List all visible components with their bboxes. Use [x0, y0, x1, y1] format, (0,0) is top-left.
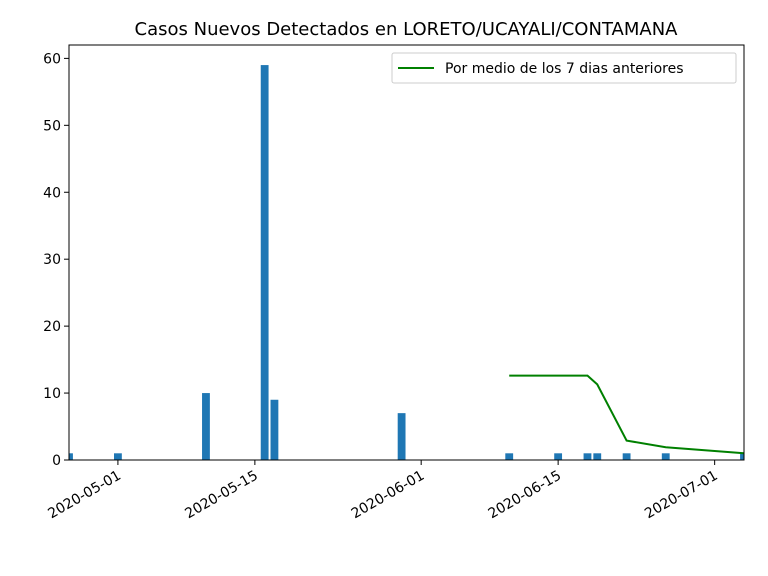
legend: Por medio de los 7 dias anteriores — [391, 52, 737, 84]
legend-box — [391, 52, 737, 84]
y-tick-label: 30 — [43, 252, 61, 268]
chart-title: Casos Nuevos Detectados en LORETO/UCAYAL… — [135, 19, 679, 40]
x-tick-label: 2020-07-01 — [642, 468, 720, 523]
bar — [397, 413, 406, 460]
x-tick-label: 2020-06-01 — [349, 468, 427, 523]
x-tick-label: 2020-05-15 — [182, 468, 260, 523]
line-layer — [509, 374, 745, 455]
y-tick-label: 40 — [43, 185, 61, 201]
bar — [114, 453, 122, 460]
y-tick-label: 10 — [43, 386, 61, 402]
bars-layer — [69, 65, 744, 461]
y-tick-label: 50 — [43, 118, 61, 134]
y-axis: 0 10 20 30 40 50 60 — [43, 51, 69, 469]
bar — [740, 453, 744, 460]
bar — [270, 399, 279, 460]
x-axis: 2020-05-01 2020-05-15 2020-06-01 2020-06-15… — [45, 460, 721, 523]
x-tick-label: 2020-06-15 — [486, 468, 564, 523]
y-tick-label: 0 — [52, 453, 61, 469]
y-tick-label: 20 — [43, 319, 61, 335]
x-tick-label: 2020-05-01 — [45, 468, 123, 523]
bar — [622, 453, 631, 460]
bar — [69, 453, 73, 460]
series-line — [509, 374, 745, 455]
bar — [661, 453, 670, 460]
legend-label: Por medio de los 7 dias anteriores — [445, 61, 684, 77]
bar — [583, 453, 592, 460]
bar — [593, 453, 602, 460]
plot-frame — [68, 44, 745, 461]
bar — [260, 65, 269, 461]
y-tick-label: 60 — [43, 51, 61, 67]
bar — [554, 453, 563, 460]
bar — [505, 453, 514, 460]
bar — [202, 393, 210, 460]
